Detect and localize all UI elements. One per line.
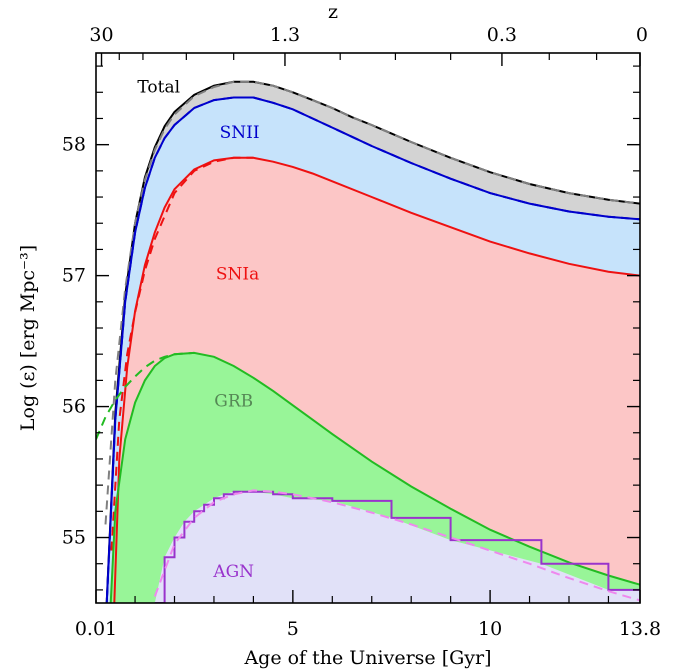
total-model-line: [104, 80, 640, 525]
top-tick-label: 0: [636, 24, 648, 46]
y-axis-title: Log (ε) [erg Mpc⁻³]: [17, 245, 39, 431]
y-tick-label: 56: [62, 396, 86, 418]
agn-area: [154, 491, 640, 603]
grb-line: [109, 351, 640, 603]
axis-ticks: 0.01 5 10 13.8 55 56 57 58 30 1.3 0.3 0: [62, 24, 661, 640]
series-labels: Total SNII SNIa GRB AGN: [137, 77, 260, 582]
y-tick-label: 57: [62, 265, 86, 287]
top-axis-title: z: [328, 1, 338, 23]
snia-line: [113, 156, 640, 603]
series-lines: [96, 80, 640, 603]
x-tick-label: 5: [287, 618, 299, 640]
y-tick-label: 58: [62, 134, 86, 156]
x-axis-title: Age of the Universe [Gyr]: [243, 647, 491, 669]
top-tick-label: 1.3: [270, 24, 300, 46]
snii-model-line: [105, 96, 640, 603]
x-tick-label: 13.8: [619, 618, 661, 640]
top-tick-label: 30: [89, 24, 113, 46]
agn-line: [154, 490, 640, 603]
total-label: Total: [137, 77, 180, 97]
top-tick-label: 0.3: [487, 24, 517, 46]
y-tick-label: 55: [62, 527, 86, 549]
snia-label: SNIa: [216, 265, 259, 285]
snii-label: SNII: [220, 123, 260, 143]
agn-label: AGN: [212, 562, 254, 582]
x-tick-label: 10: [478, 618, 502, 640]
x-tick-label: 0.01: [75, 618, 117, 640]
agn-model-line: [153, 489, 640, 602]
grb-model-line: [96, 351, 195, 440]
snia-model-line: [110, 156, 254, 551]
area-fills: [106, 81, 640, 603]
grb-label: GRB: [214, 392, 253, 412]
